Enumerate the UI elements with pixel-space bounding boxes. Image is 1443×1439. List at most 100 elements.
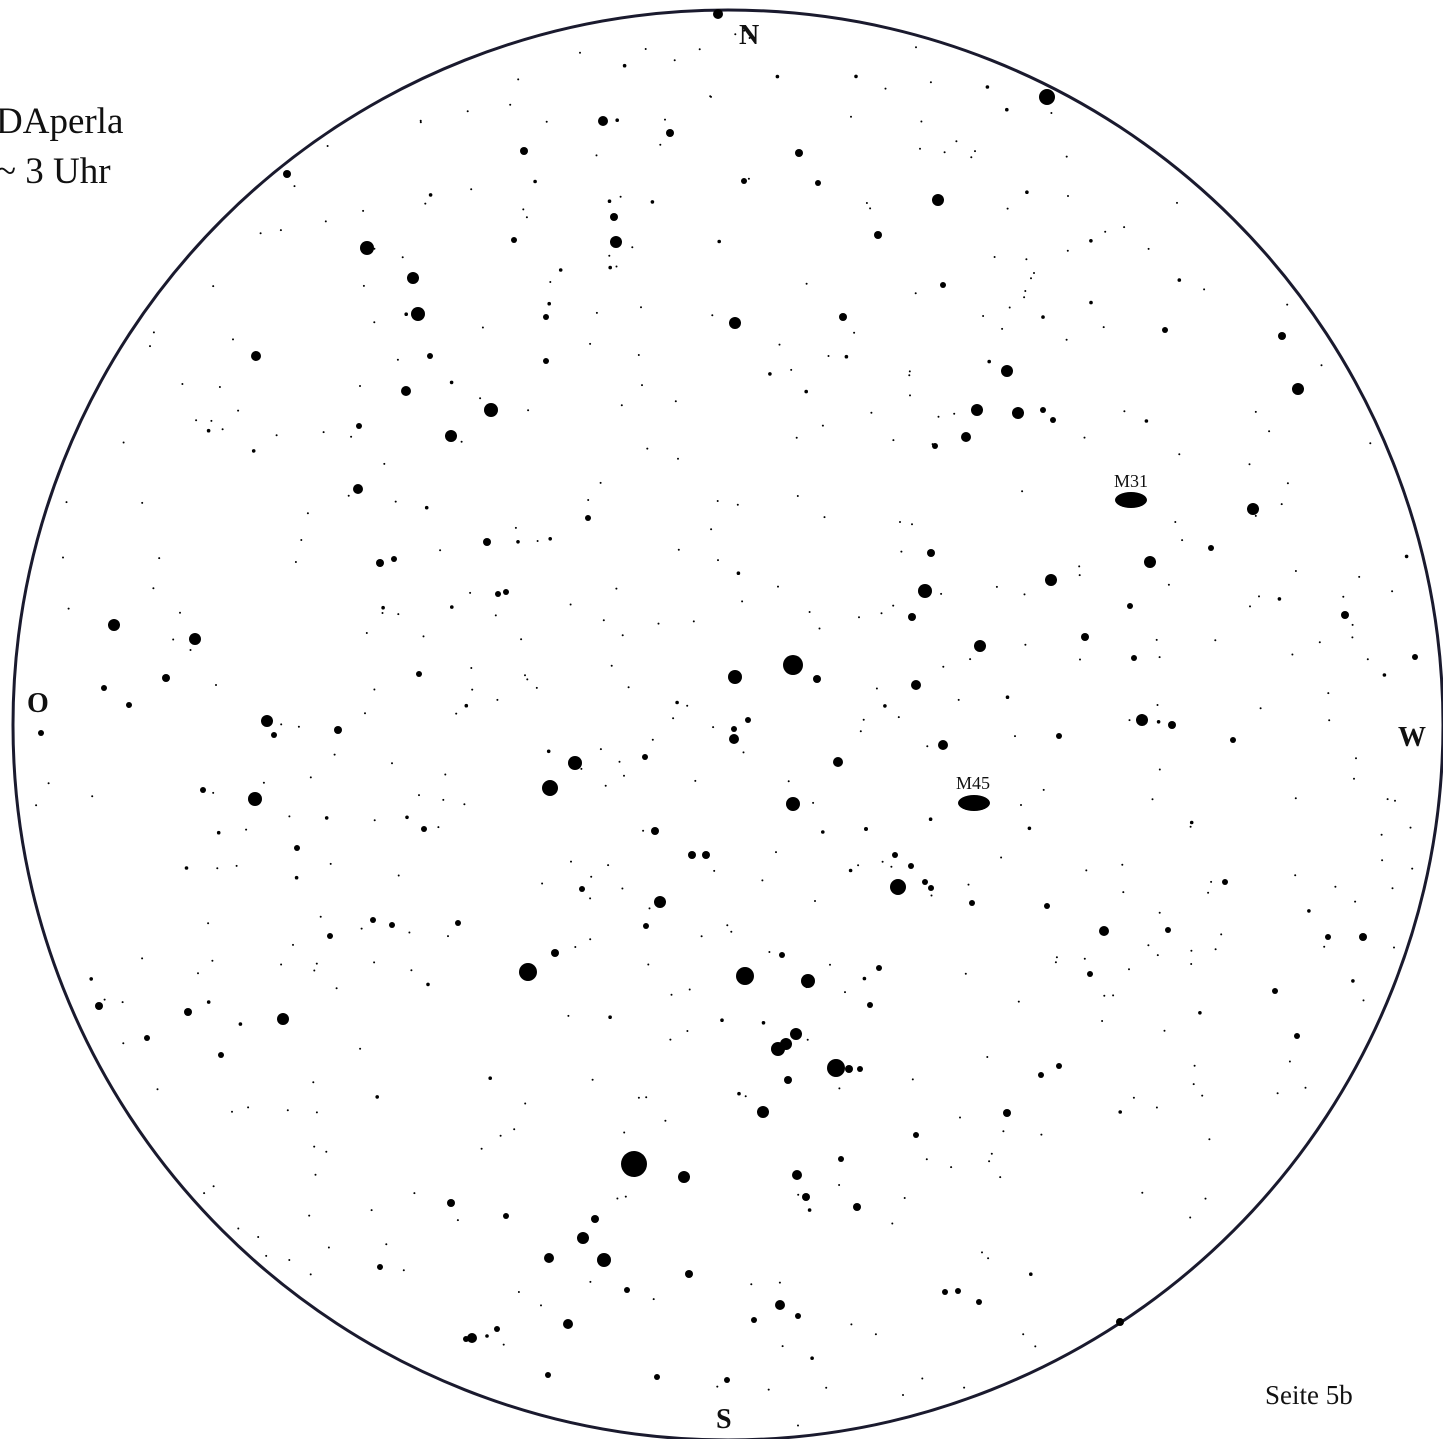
- m45-label: M45: [956, 773, 990, 793]
- faint-star: [262, 781, 265, 784]
- faint-star: [602, 619, 605, 622]
- faint-star: [825, 1386, 828, 1389]
- faint-star: [315, 962, 318, 965]
- faint-star: [1083, 957, 1086, 960]
- faint-star: [999, 1176, 1002, 1179]
- star: [455, 920, 461, 926]
- faint-star: [710, 528, 713, 531]
- faint-star: [279, 229, 282, 232]
- faint-star: [439, 549, 442, 552]
- faint-star: [65, 501, 68, 504]
- faint-star: [748, 37, 751, 39]
- star: [976, 1299, 982, 1305]
- faint-star: [373, 321, 376, 324]
- faint-star: [618, 760, 621, 763]
- faint-star: [1268, 430, 1271, 433]
- faint-star: [300, 539, 303, 541]
- faint-star: [892, 604, 895, 607]
- faint-star: [1040, 1133, 1043, 1136]
- faint-star: [251, 449, 256, 453]
- faint-star: [1380, 833, 1383, 836]
- faint-star: [1277, 597, 1282, 601]
- faint-star: [184, 866, 189, 870]
- faint-star: [1203, 288, 1206, 291]
- faint-star: [908, 370, 911, 373]
- star: [519, 963, 537, 981]
- faint-star: [1189, 825, 1192, 828]
- faint-star: [319, 915, 322, 918]
- faint-star: [1201, 1094, 1204, 1097]
- faint-star: [347, 494, 350, 497]
- faint-star: [1027, 826, 1032, 831]
- star: [543, 358, 549, 364]
- faint-star: [309, 776, 312, 779]
- star: [731, 726, 737, 732]
- faint-star: [623, 774, 625, 777]
- faint-star: [710, 95, 712, 98]
- faint-star: [312, 1081, 315, 1084]
- faint-star: [854, 74, 858, 79]
- faint-star: [549, 281, 552, 283]
- faint-star: [761, 1021, 766, 1025]
- faint-star: [333, 753, 336, 756]
- star: [913, 1132, 919, 1138]
- faint-star: [1102, 326, 1105, 329]
- faint-star: [911, 1078, 914, 1081]
- faint-star: [121, 1001, 124, 1004]
- faint-star: [648, 907, 651, 910]
- faint-star: [1024, 290, 1027, 292]
- faint-star: [686, 1030, 689, 1032]
- faint-star: [1334, 885, 1337, 888]
- faint-star: [313, 1145, 316, 1148]
- chart-title: DAperla: [0, 101, 124, 142]
- faint-star: [103, 998, 106, 1001]
- faint-star: [844, 354, 849, 359]
- faint-star: [674, 400, 677, 403]
- faint-star: [1155, 1106, 1158, 1109]
- faint-star: [1118, 1110, 1122, 1114]
- faint-star: [558, 268, 563, 272]
- faint-star: [1054, 961, 1057, 964]
- faint-star: [1294, 874, 1297, 877]
- faint-star: [805, 986, 808, 989]
- faint-star: [642, 829, 645, 832]
- faint-star: [688, 988, 691, 991]
- faint-star: [245, 828, 248, 831]
- faint-star: [827, 355, 830, 357]
- faint-star: [1404, 554, 1409, 559]
- faint-star: [1204, 1197, 1207, 1200]
- faint-star: [615, 587, 618, 590]
- faint-star: [857, 864, 860, 867]
- faint-star: [921, 1377, 924, 1380]
- faint-star: [335, 987, 338, 990]
- faint-star: [67, 607, 70, 610]
- faint-star: [988, 1160, 991, 1163]
- faint-star: [595, 154, 598, 157]
- faint-star: [692, 620, 695, 623]
- faint-star: [1351, 979, 1355, 983]
- faint-star: [567, 1014, 570, 1017]
- star: [494, 1326, 500, 1332]
- faint-star: [1158, 768, 1161, 771]
- star: [942, 1289, 948, 1295]
- star: [938, 740, 948, 750]
- star: [1136, 714, 1148, 726]
- star: [598, 116, 608, 126]
- faint-star: [401, 256, 404, 259]
- faint-star: [413, 1192, 416, 1195]
- faint-star: [373, 961, 376, 964]
- faint-star: [761, 879, 764, 882]
- faint-star: [589, 1280, 592, 1283]
- faint-star: [637, 354, 640, 356]
- faint-star: [370, 1209, 373, 1212]
- star: [724, 1377, 730, 1383]
- star: [838, 1156, 844, 1162]
- faint-star: [397, 613, 400, 616]
- star: [1412, 654, 1418, 660]
- faint-star: [546, 749, 551, 754]
- faint-star: [396, 358, 399, 361]
- m31-marker: [1115, 492, 1147, 508]
- faint-star: [804, 389, 808, 394]
- faint-star: [1351, 623, 1354, 626]
- faint-star: [717, 559, 719, 562]
